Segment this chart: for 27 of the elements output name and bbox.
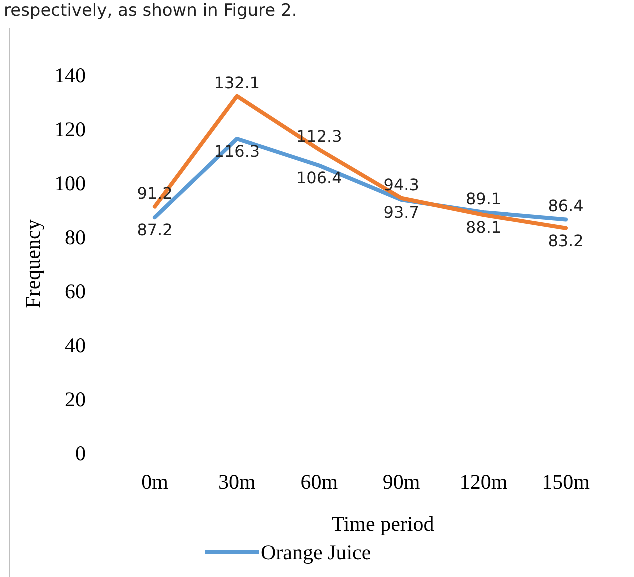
- y-tick-label: 80: [65, 225, 86, 250]
- y-tick-label: 100: [54, 171, 86, 196]
- text: respectively, as shown in Figure 2.: [4, 1, 298, 21]
- legend-label: Orange Juice: [261, 540, 372, 564]
- data-label: 83.2: [548, 231, 584, 250]
- x-tick-label: 150m: [542, 470, 590, 494]
- data-label: 93.7: [384, 203, 420, 222]
- y-tick-label: 40: [65, 333, 86, 358]
- y-tick-label: 60: [65, 279, 86, 304]
- data-label: 132.1: [214, 73, 260, 92]
- data-label: 86.4: [548, 196, 584, 216]
- y-axis-title: Frequency: [21, 219, 45, 308]
- x-tick-label: 30m: [218, 470, 256, 494]
- y-tick-label: 20: [65, 387, 86, 412]
- x-tick-label: 90m: [382, 470, 420, 494]
- data-label: 89.1: [466, 189, 502, 208]
- data-label: 106.4: [296, 168, 342, 188]
- y-tick-label: 140: [54, 63, 86, 88]
- x-tick-label: 0m: [142, 470, 168, 494]
- data-label: 87.2: [137, 220, 173, 240]
- x-tick-label: 120m: [460, 470, 508, 494]
- data-label: 88.1: [466, 218, 502, 238]
- x-tick-label: 60m: [300, 470, 338, 494]
- x-axis-title: Time period: [332, 512, 435, 536]
- data-label: 94.3: [384, 175, 420, 194]
- y-tick-label: 120: [54, 117, 86, 142]
- y-tick-label: 0: [76, 441, 86, 466]
